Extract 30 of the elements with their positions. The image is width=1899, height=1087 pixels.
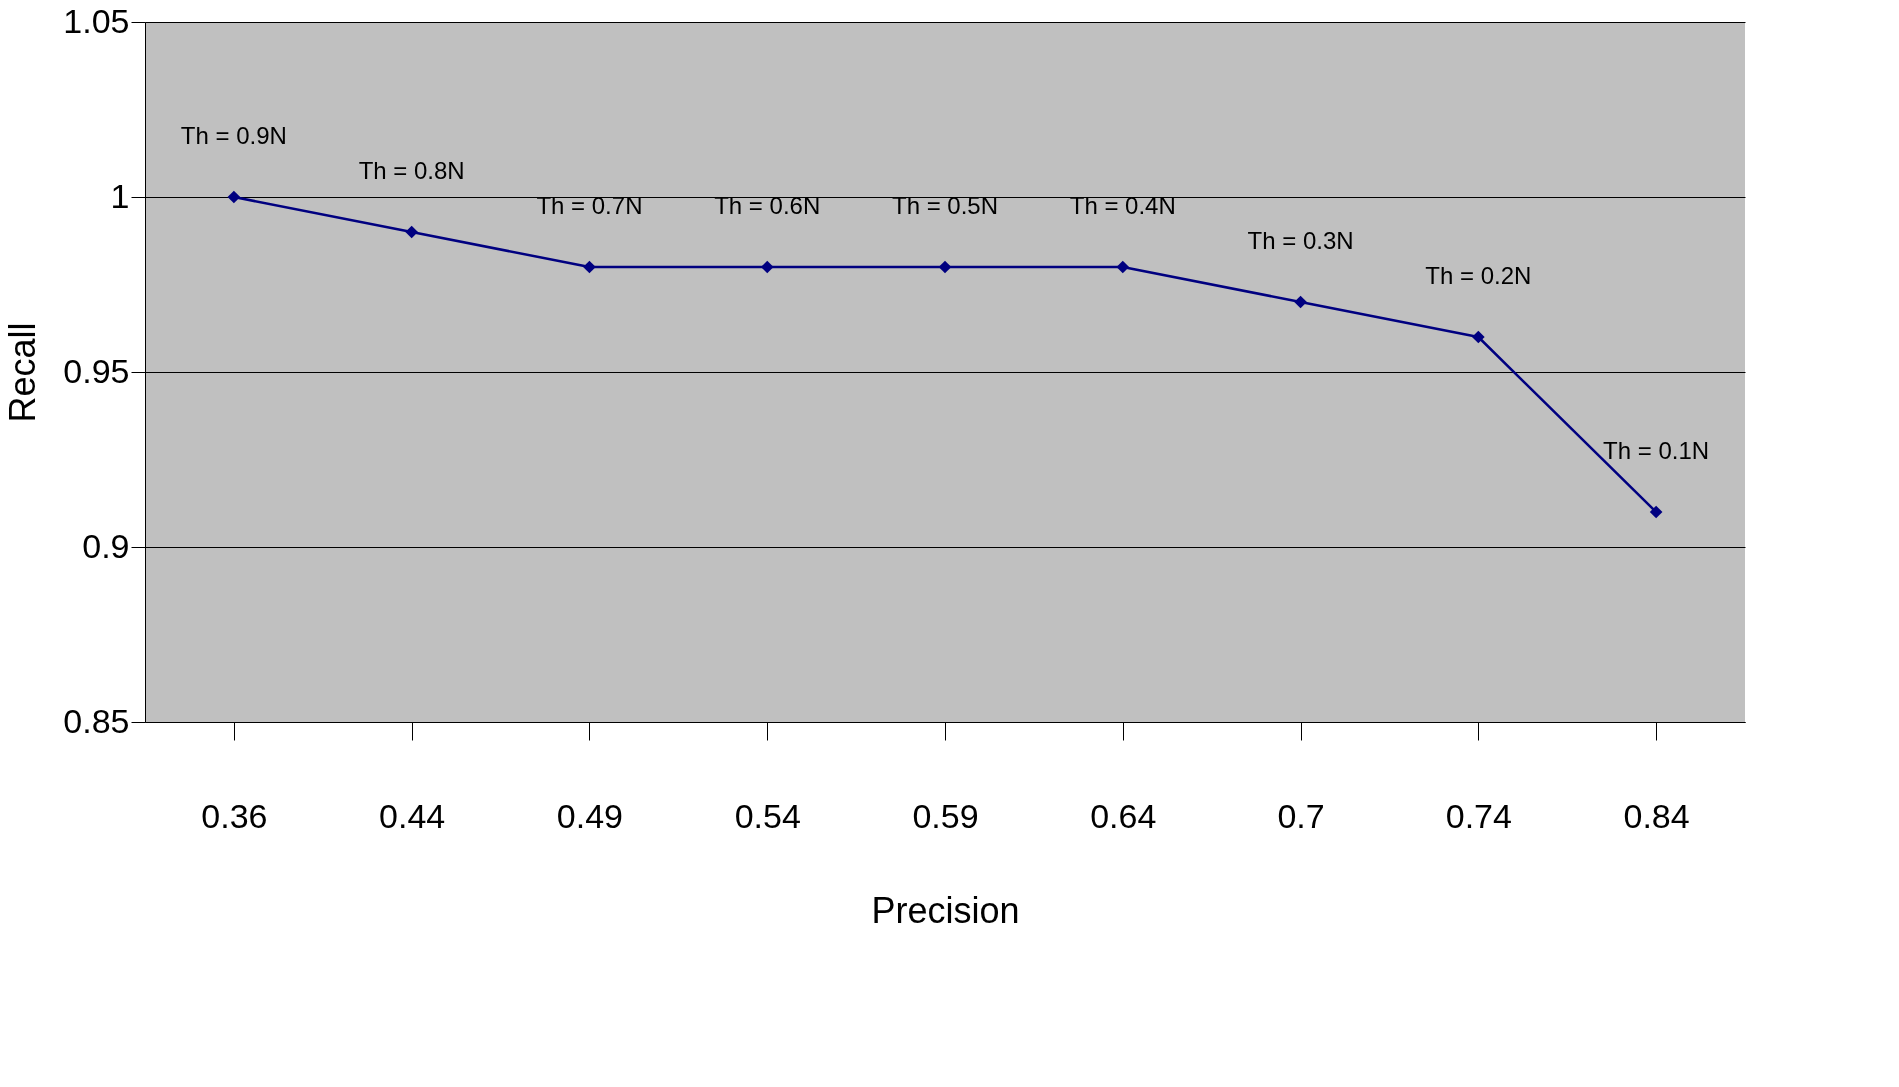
x-axis-title: Precision [871, 889, 1020, 931]
y-tick-label: 0.95 [63, 351, 130, 390]
x-tick-label: 0.59 [912, 796, 979, 835]
point [1294, 295, 1307, 309]
x-tick-label: 0.84 [1623, 796, 1690, 835]
x-tick-label: 0.49 [556, 796, 624, 835]
annotation: Th = 0.3N [1247, 227, 1354, 254]
point [583, 260, 596, 274]
annotation: Th = 0.9N [180, 122, 287, 149]
y-tick-label: 1 [110, 176, 130, 215]
point [760, 260, 774, 274]
point [938, 260, 952, 274]
x-tick-label: 0.64 [1090, 796, 1157, 835]
x-tick-label: 0.74 [1445, 796, 1512, 835]
x-tick-label: 0.36 [201, 796, 268, 835]
y-tick-label: 0.85 [63, 701, 130, 740]
y-tick-label: 0.9 [82, 526, 130, 565]
x-tick-label: 0.54 [734, 796, 801, 835]
y-axis-title: Recall [2, 322, 44, 423]
point [227, 190, 241, 204]
annotation: Th = 0.8N [358, 157, 465, 184]
x-tick-label: 0.7 [1277, 796, 1325, 835]
x-tick-label: 0.44 [379, 796, 446, 835]
annotation: Th = 0.1N [1603, 437, 1710, 464]
point [405, 225, 418, 239]
point [1472, 330, 1485, 344]
y-tick-label: 1.05 [63, 1, 130, 40]
point [1116, 260, 1130, 274]
point [1649, 505, 1663, 519]
annotation: Th = 0.2N [1425, 262, 1532, 289]
